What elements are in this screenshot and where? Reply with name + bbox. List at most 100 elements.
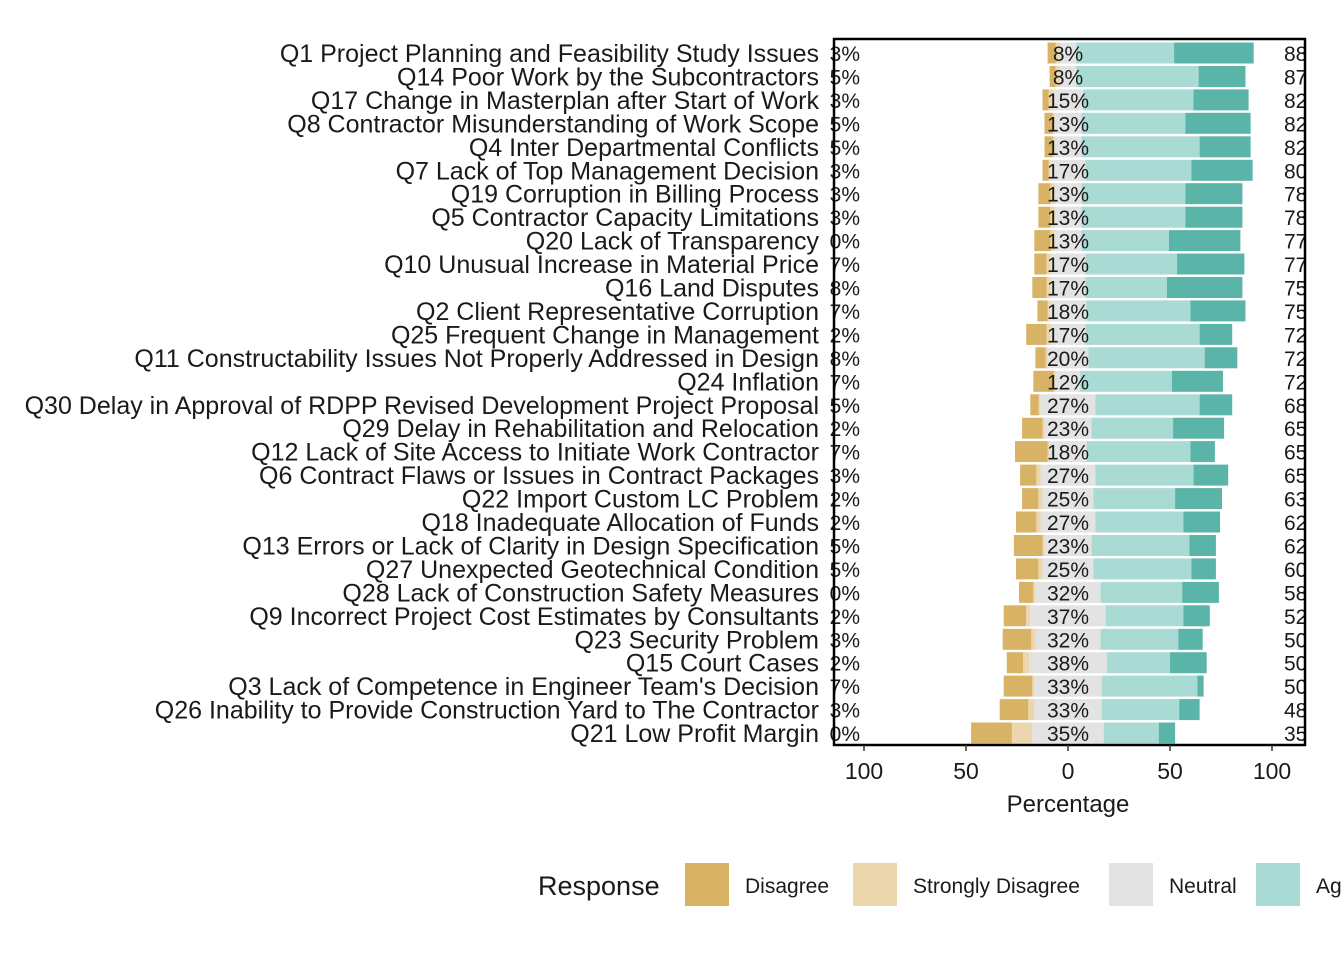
- question-label: Q26 Inability to Provide Construction Ya…: [155, 697, 819, 725]
- bar-strongly-agree-29: [1179, 699, 1200, 721]
- neutral-percent-label: 32%: [1047, 582, 1089, 605]
- left-percent-label: 3%: [830, 465, 860, 488]
- bar-strongly-disagree-5: [1052, 136, 1055, 158]
- legend: Response Disagree Strongly Disagree Neutra…: [538, 863, 1342, 906]
- bar-neutral-1: [1059, 42, 1077, 64]
- left-percent-label: 7%: [830, 301, 860, 324]
- left-percent-label: 3%: [830, 700, 860, 723]
- bar-strongly-disagree-4: [1052, 112, 1055, 134]
- question-label: Q7 Lack of Top Management Decision: [396, 157, 819, 185]
- bar-neutral-25: [1030, 605, 1106, 627]
- bar-strongly-disagree-13: [1046, 323, 1051, 345]
- bar-strongly-disagree-1: [1055, 42, 1060, 64]
- bar-neutral-20: [1042, 488, 1094, 510]
- bar-disagree-5: [1044, 136, 1053, 158]
- question-label: Q24 Inflation: [677, 368, 819, 396]
- legend-swatch-agree: [1256, 863, 1300, 906]
- right-percent-label: 62: [1284, 512, 1307, 535]
- bar-disagree-23: [1016, 558, 1039, 580]
- neutral-percent-label: 35%: [1047, 723, 1089, 746]
- bar-strongly-disagree-29: [1028, 699, 1035, 721]
- question-label: Q27 Unexpected Geotechnical Condition: [366, 556, 819, 584]
- left-percent-labels: 3%5%3%5%5%3%3%3%0%7%8%7%2%8%7%5%2%7%3%2%…: [830, 43, 860, 746]
- bar-neutral-23: [1042, 558, 1094, 580]
- x-tick-label: 50: [953, 758, 979, 784]
- bar-strongly-agree-26: [1178, 628, 1203, 650]
- bar-disagree-8: [1038, 206, 1051, 228]
- neutral-percent-label: 18%: [1047, 442, 1089, 465]
- left-percent-label: 5%: [830, 536, 860, 559]
- left-percent-label: 0%: [830, 723, 860, 746]
- bar-agree-11: [1085, 277, 1167, 298]
- bar-agree-3: [1083, 89, 1194, 111]
- bar-agree-27: [1106, 652, 1170, 674]
- bar-strongly-agree-12: [1190, 300, 1246, 322]
- bar-agree-17: [1091, 417, 1174, 439]
- left-percent-label: 2%: [830, 606, 860, 629]
- bar-neutral-12: [1049, 300, 1087, 322]
- neutral-percent-label: 32%: [1047, 629, 1089, 652]
- neutral-percent-label: 25%: [1047, 559, 1089, 582]
- bar-strongly-disagree-14: [1045, 347, 1048, 369]
- bar-disagree-9: [1034, 230, 1051, 252]
- bar-strongly-disagree-24: [1033, 581, 1036, 603]
- neutral-percent-label: 13%: [1047, 113, 1089, 136]
- bar-disagree-4: [1044, 112, 1053, 134]
- left-percent-label: 5%: [830, 113, 860, 136]
- left-percent-label: 8%: [830, 348, 860, 371]
- right-percent-label: 50: [1284, 676, 1307, 699]
- question-label: Q15 Court Cases: [626, 650, 819, 678]
- bar-neutral-22: [1044, 535, 1092, 556]
- left-percent-label: 3%: [830, 43, 860, 66]
- legend-label-strongly-disagree: Strongly Disagree: [913, 875, 1080, 898]
- x-tick-label: 100: [1253, 758, 1291, 784]
- left-percent-label: 3%: [830, 90, 860, 113]
- bar-strongly-agree-23: [1191, 558, 1216, 580]
- bar-strongly-disagree-21: [1036, 511, 1041, 533]
- legend-swatch-disagree: [685, 863, 729, 906]
- question-label: Q2 Client Representative Corruption: [416, 298, 819, 326]
- bar-strongly-agree-3: [1193, 89, 1249, 111]
- legend-title: Response: [538, 871, 660, 901]
- neutral-percent-label: 15%: [1047, 90, 1089, 113]
- right-percent-label: 77: [1284, 231, 1307, 254]
- bar-strongly-disagree-22: [1042, 535, 1045, 556]
- question-label: Q21 Low Profit Margin: [570, 720, 819, 748]
- right-percent-label: 50: [1284, 653, 1307, 676]
- bar-strongly-agree-1: [1174, 42, 1254, 64]
- question-label: Q9 Incorrect Project Cost Estimates by C…: [249, 603, 819, 631]
- left-percent-label: 7%: [830, 371, 860, 394]
- bar-strongly-disagree-30: [1011, 722, 1033, 744]
- bar-strongly-agree-13: [1199, 323, 1233, 345]
- legend-swatch-neutral: [1109, 863, 1153, 906]
- neutral-percent-label: 17%: [1047, 324, 1089, 347]
- question-label: Q22 Import Custom LC Problem: [462, 486, 819, 514]
- right-percent-label: 88: [1284, 43, 1307, 66]
- bar-strongly-disagree-20: [1038, 488, 1043, 510]
- bar-agree-7: [1081, 183, 1186, 205]
- question-label: Q17 Change in Masterplan after Start of …: [311, 87, 820, 115]
- neutral-percent-label: 27%: [1047, 512, 1089, 535]
- right-percent-label: 78: [1284, 207, 1307, 230]
- bar-strongly-agree-2: [1198, 66, 1246, 87]
- left-percent-label: 3%: [830, 629, 860, 652]
- bar-disagree-24: [1019, 581, 1034, 603]
- bar-agree-22: [1091, 535, 1190, 556]
- bar-disagree-30: [971, 722, 1012, 744]
- neutral-percent-label: 13%: [1047, 137, 1089, 160]
- right-percent-label: 65: [1284, 465, 1307, 488]
- right-percent-label: 75: [1284, 301, 1307, 324]
- bar-agree-24: [1100, 581, 1183, 603]
- bar-disagree-12: [1037, 300, 1048, 322]
- bar-agree-30: [1103, 722, 1159, 744]
- left-percent-label: 7%: [830, 676, 860, 699]
- right-percent-label: 62: [1284, 536, 1307, 559]
- bar-neutral-11: [1050, 277, 1086, 298]
- question-label: Q5 Contractor Capacity Limitations: [431, 204, 819, 232]
- question-label: Q4 Inter Departmental Conflicts: [469, 134, 819, 162]
- question-label: Q10 Unusual Increase in Material Price: [384, 251, 819, 279]
- bar-strongly-disagree-7: [1050, 183, 1055, 205]
- bar-strongly-agree-7: [1185, 183, 1243, 205]
- bar-disagree-1: [1047, 42, 1056, 64]
